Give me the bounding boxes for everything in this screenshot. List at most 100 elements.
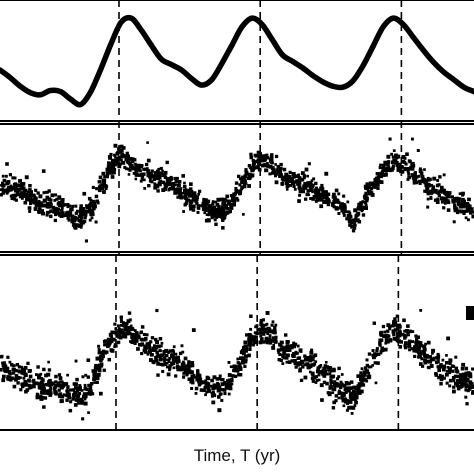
- panel-3-data-point: [111, 330, 115, 335]
- panel-3-data-point: [247, 339, 251, 343]
- panel-3-data-point: [177, 366, 181, 370]
- panel-2-data-point: [368, 181, 373, 186]
- panel-3-data-point: [383, 347, 388, 352]
- panel-2-data-point: [312, 194, 317, 199]
- panel-2-data-point: [343, 206, 347, 210]
- panel-3-data-point: [348, 394, 353, 399]
- panel-3-data-point: [191, 380, 195, 385]
- panel-3-data-point: [148, 349, 152, 354]
- panel-3-data-point: [424, 355, 428, 359]
- panel-3-data-point: [274, 323, 278, 327]
- panel-2-data-point: [33, 198, 38, 203]
- panel-3-data-point: [187, 369, 191, 374]
- panel-2-data-point: [79, 218, 83, 223]
- panel-2-data-point: [461, 193, 465, 197]
- panel-3-data-point: [378, 343, 382, 347]
- panel-2-data-point: [41, 209, 44, 212]
- panel-2-data-point: [189, 206, 194, 211]
- panel-2-data-point: [275, 168, 279, 172]
- panel-2-data-point: [24, 175, 29, 180]
- panel-3-data-point: [103, 343, 107, 347]
- panel-2-data-point: [113, 167, 117, 171]
- panel-2-data-point: [48, 205, 52, 209]
- panel-2-data-point: [423, 168, 426, 171]
- panel-2-data-point: [104, 184, 108, 188]
- panel-3-data-point: [446, 366, 450, 369]
- panel-3-data-point: [218, 385, 222, 389]
- panel-3-data-point: [85, 388, 89, 392]
- panel-2-data-point: [436, 197, 440, 201]
- panel-3-data-point: [259, 318, 264, 323]
- panel-2-data-point: [169, 186, 173, 191]
- panel-3-data-point: [40, 388, 45, 392]
- panel-2-data-point: [87, 196, 92, 201]
- panel-2-data-point: [223, 198, 228, 202]
- panel-3-data-point: [250, 334, 254, 338]
- panel-2-data-point: [407, 172, 410, 176]
- panel-3-data-point: [55, 384, 60, 388]
- panel-3-data-point: [143, 350, 148, 354]
- panel-2-data-point: [411, 137, 414, 141]
- panel-3-data-point: [51, 381, 56, 386]
- panel-3-data-point: [23, 373, 28, 377]
- panel-2-data-point: [169, 177, 173, 181]
- panel-3-data-point: [39, 394, 43, 398]
- panel-3-data-point: [341, 399, 345, 403]
- panel-2-data-point: [388, 137, 392, 141]
- panel-3-data-point: [74, 382, 78, 387]
- panel-3-data-point: [377, 352, 381, 356]
- panel-3-data-point: [342, 392, 346, 396]
- panel-3-data-point: [77, 400, 82, 405]
- panel-2-data-point: [110, 175, 115, 179]
- panel-3-data-point: [236, 357, 240, 361]
- panel-3-data-point: [185, 373, 189, 377]
- panel-3-data-point: [186, 363, 190, 366]
- panel-2-data-point: [42, 198, 47, 203]
- panel-2-data-point: [334, 188, 339, 193]
- panel-3-data-point: [268, 334, 272, 338]
- panel-3-data-point: [308, 358, 313, 363]
- panel-2-data-point: [239, 177, 243, 181]
- panel-2-data-point: [125, 167, 128, 171]
- panel-3-data-point: [218, 374, 222, 378]
- panel-3-data-point: [171, 358, 176, 363]
- panel-3-data-point: [154, 337, 158, 342]
- panel-3-data-point: [428, 359, 433, 364]
- panel-2-data-point: [130, 164, 134, 167]
- panel-3-data-point: [391, 324, 395, 328]
- panel-3-data-point: [472, 385, 474, 389]
- panel-3-data-point: [293, 362, 297, 366]
- panel-2-data-point: [357, 202, 362, 207]
- panel-2-data-point: [315, 188, 319, 193]
- panel-2-data-point: [309, 181, 313, 185]
- panel-3-data-point: [384, 333, 388, 337]
- panel-3-data-point: [3, 364, 8, 369]
- panel-3-data-point: [388, 338, 393, 342]
- panel-3-data-point: [217, 408, 222, 413]
- panel-2-data-point: [154, 175, 158, 179]
- panel-3-data-point: [65, 389, 69, 393]
- panel-3-data-point: [350, 412, 354, 415]
- panel-3-data-point: [195, 378, 199, 382]
- panel-3-data-point: [187, 377, 191, 381]
- panel-3-data-point: [215, 377, 220, 381]
- panel-2-data-point: [408, 176, 412, 180]
- panel-2-data-point: [193, 198, 198, 203]
- panel-2-data-point: [165, 160, 169, 165]
- panel-2-data-point: [421, 177, 425, 181]
- panel-3-data-point: [143, 336, 148, 341]
- panel-2-data-point: [147, 184, 151, 188]
- panel-3-data-point: [95, 356, 100, 361]
- panel-2-data-point: [459, 209, 464, 214]
- panel-2-data-point: [130, 159, 135, 164]
- panel-2-data-point: [156, 189, 160, 193]
- panel-2-data-point: [426, 205, 430, 209]
- panel-2-data-point: [145, 162, 149, 167]
- panel-2-data-point: [347, 218, 352, 223]
- panel-2-data-point: [117, 147, 121, 151]
- panel-3-data-point: [299, 378, 304, 382]
- panel-3-data-point: [437, 375, 441, 380]
- panel-3-data-point: [407, 339, 412, 344]
- panel-3-data-point: [227, 378, 232, 383]
- panel-3-data-point: [285, 340, 290, 344]
